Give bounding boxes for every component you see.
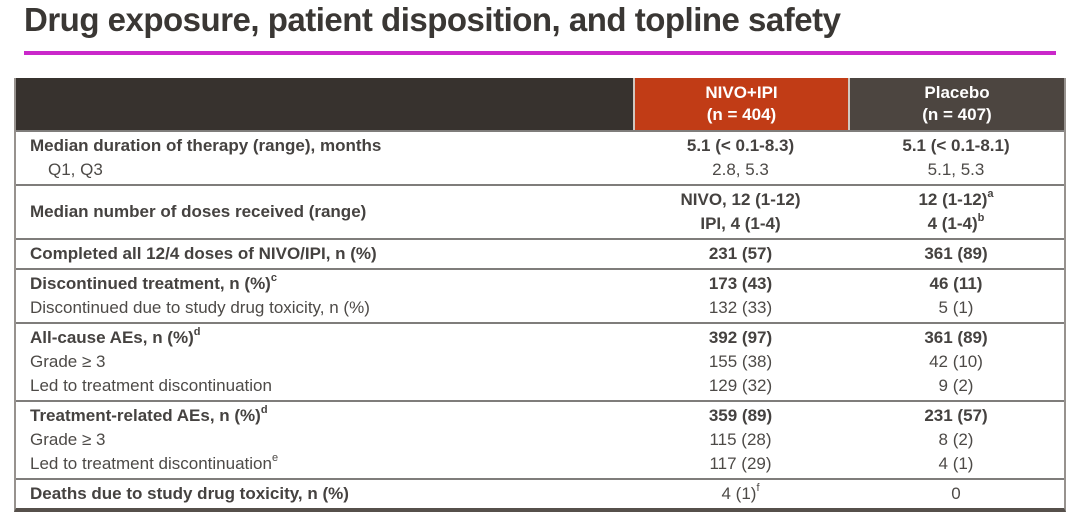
table-row: Median duration of therapy (range), mont… bbox=[16, 130, 1064, 184]
footnote-marker: e bbox=[271, 452, 279, 465]
text-line: 5.1 (< 0.1-8.1) bbox=[902, 136, 1010, 155]
text-line: 5 (1) bbox=[938, 298, 974, 317]
table-row: Deaths due to study drug toxicity, n (%)… bbox=[16, 478, 1064, 508]
text-line: 42 (10) bbox=[929, 352, 983, 371]
text-line: Median duration of therapy (range), mont… bbox=[30, 136, 382, 155]
text-line: 5.1, 5.3 bbox=[927, 160, 985, 179]
text-line: Discontinued due to study drug toxicity,… bbox=[30, 298, 370, 317]
header-placebo: Placebo (n = 407) bbox=[848, 78, 1064, 130]
column-n-nivo-ipi: (n = 404) bbox=[706, 105, 777, 124]
header-nivo-ipi: NIVO+IPI (n = 404) bbox=[633, 78, 848, 130]
table-row: Discontinued treatment, n (%)c Discontinu… bbox=[16, 268, 1064, 322]
text-line: Led to treatment discontinuatione bbox=[30, 452, 279, 473]
nivo-ipi-value-cell: 359 (89) 115 (28) 117 (29) bbox=[633, 402, 848, 478]
header-empty-cell bbox=[16, 78, 633, 130]
text-line: Deaths due to study drug toxicity, n (%) bbox=[30, 484, 349, 503]
text-line: 392 (97) bbox=[708, 328, 773, 347]
placebo-value-cell: 12 (1-12)a 4 (1-4)b bbox=[848, 186, 1064, 238]
footnote-marker: d bbox=[193, 326, 201, 339]
text-line: Median number of doses received (range) bbox=[30, 202, 367, 221]
text-line: 0 bbox=[951, 484, 961, 503]
text-line: Discontinued treatment, n (%)c bbox=[30, 272, 277, 293]
footnote-marker: f bbox=[756, 482, 760, 495]
text-line: 4 (1-4)b bbox=[927, 212, 985, 233]
text-line: 12 (1-12)a bbox=[918, 188, 994, 209]
nivo-ipi-value-cell: NIVO, 12 (1-12) IPI, 4 (1-4) bbox=[633, 186, 848, 238]
row-label-cell: Completed all 12/4 doses of NIVO/IPI, n … bbox=[16, 240, 633, 268]
nivo-ipi-value-cell: 5.1 (< 0.1-8.3) 2.8, 5.3 bbox=[633, 132, 848, 184]
text-line: 132 (33) bbox=[708, 298, 773, 317]
text-line: 361 (89) bbox=[924, 244, 988, 263]
nivo-ipi-value-cell: 173 (43) 132 (33) bbox=[633, 270, 848, 322]
text-line: 129 (32) bbox=[708, 376, 773, 395]
title-accent-rule bbox=[24, 51, 1056, 55]
placebo-value-cell: 0 bbox=[848, 480, 1064, 508]
text-line: 115 (28) bbox=[709, 430, 772, 449]
text-line: 155 (38) bbox=[708, 352, 773, 371]
text-line: 117 (29) bbox=[709, 454, 772, 473]
column-title-placebo: Placebo bbox=[924, 83, 990, 102]
table-body: Median duration of therapy (range), mont… bbox=[16, 130, 1064, 508]
column-n-placebo: (n = 407) bbox=[922, 105, 992, 124]
text-line: Grade ≥ 3 bbox=[30, 430, 106, 449]
text-line: NIVO, 12 (1-12) bbox=[680, 190, 801, 209]
table-row: Treatment-related AEs, n (%)d Grade ≥ 3 Le… bbox=[16, 400, 1064, 478]
footnote-marker: c bbox=[270, 272, 277, 285]
text-line: 46 (11) bbox=[929, 274, 983, 293]
placebo-value-cell: 231 (57) 8 (2) 4 (1) bbox=[848, 402, 1064, 478]
safety-table: NIVO+IPI (n = 404) Placebo (n = 407) Med… bbox=[14, 78, 1066, 512]
text-line: 4 (1) bbox=[938, 454, 974, 473]
text-line: Q1, Q3 bbox=[48, 160, 103, 179]
text-line: 5.1 (< 0.1-8.3) bbox=[686, 136, 795, 155]
row-label-cell: All-cause AEs, n (%)d Grade ≥ 3 Led to tre… bbox=[16, 324, 633, 400]
table-row: All-cause AEs, n (%)d Grade ≥ 3 Led to tre… bbox=[16, 322, 1064, 400]
text-line: 2.8, 5.3 bbox=[712, 160, 769, 179]
text-line: 4 (1)f bbox=[721, 482, 760, 503]
text-line: Led to treatment discontinuation bbox=[30, 376, 272, 395]
footnote-marker: b bbox=[977, 212, 985, 225]
text-line: 173 (43) bbox=[708, 274, 773, 293]
text-line: 359 (89) bbox=[708, 406, 773, 425]
footnote-marker: d bbox=[260, 404, 268, 417]
text-line: 231 (57) bbox=[708, 244, 773, 263]
text-line: Treatment-related AEs, n (%)d bbox=[30, 404, 268, 425]
text-line: 9 (2) bbox=[938, 376, 974, 395]
text-line: 361 (89) bbox=[924, 328, 988, 347]
placebo-value-cell: 361 (89) 42 (10) 9 (2) bbox=[848, 324, 1064, 400]
placebo-value-cell: 46 (11) 5 (1) bbox=[848, 270, 1064, 322]
footnote-marker: a bbox=[987, 188, 994, 201]
text-line: Completed all 12/4 doses of NIVO/IPI, n … bbox=[30, 244, 377, 263]
row-label-cell: Median duration of therapy (range), mont… bbox=[16, 132, 633, 184]
nivo-ipi-value-cell: 231 (57) bbox=[633, 240, 848, 268]
nivo-ipi-value-cell: 392 (97) 155 (38) 129 (32) bbox=[633, 324, 848, 400]
text-line: 231 (57) bbox=[924, 406, 988, 425]
placebo-value-cell: 361 (89) bbox=[848, 240, 1064, 268]
row-label-cell: Median number of doses received (range) bbox=[16, 186, 633, 238]
column-title-nivo-ipi: NIVO+IPI bbox=[705, 83, 778, 102]
text-line: IPI, 4 (1-4) bbox=[700, 214, 781, 233]
table-row: Completed all 12/4 doses of NIVO/IPI, n … bbox=[16, 238, 1064, 268]
table-header: NIVO+IPI (n = 404) Placebo (n = 407) bbox=[16, 78, 1064, 130]
text-line: Grade ≥ 3 bbox=[30, 352, 106, 371]
row-label-cell: Treatment-related AEs, n (%)d Grade ≥ 3 Le… bbox=[16, 402, 633, 478]
text-line: All-cause AEs, n (%)d bbox=[30, 326, 201, 347]
table-row: Median number of doses received (range) N… bbox=[16, 184, 1064, 238]
text-line: 8 (2) bbox=[938, 430, 974, 449]
row-label-cell: Deaths due to study drug toxicity, n (%) bbox=[16, 480, 633, 508]
row-label-cell: Discontinued treatment, n (%)c Discontinu… bbox=[16, 270, 633, 322]
nivo-ipi-value-cell: 4 (1)f bbox=[633, 480, 848, 508]
placebo-value-cell: 5.1 (< 0.1-8.1) 5.1, 5.3 bbox=[848, 132, 1064, 184]
page-title: Drug exposure, patient disposition, and … bbox=[24, 1, 841, 38]
